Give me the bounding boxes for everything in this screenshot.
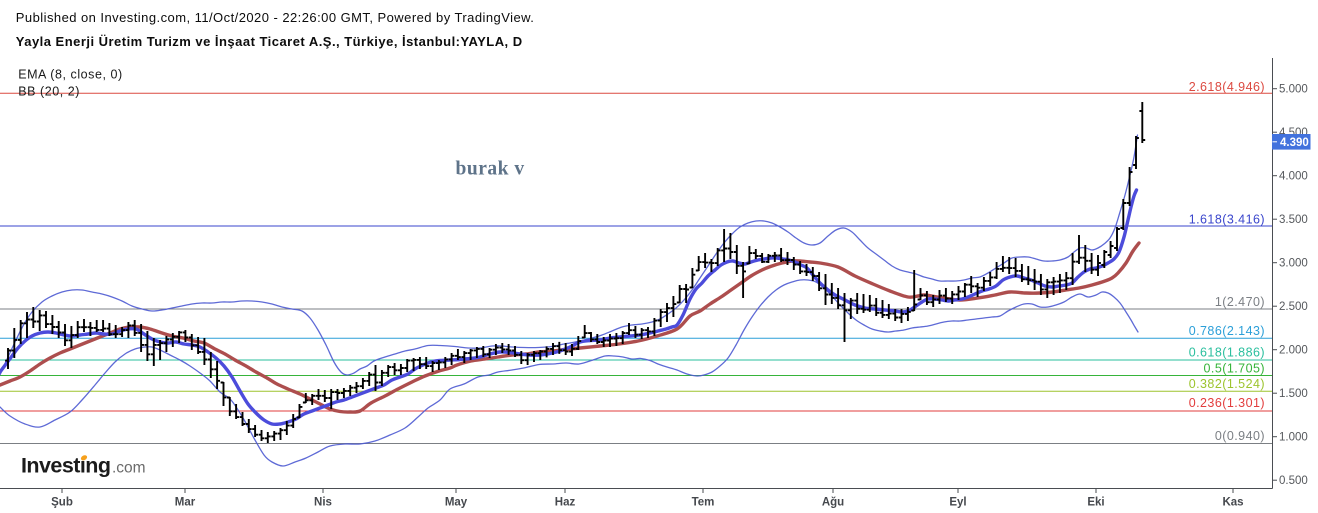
svg-text:BB (20, 2): BB (20, 2) xyxy=(18,85,80,99)
svg-text:May: May xyxy=(445,497,468,509)
svg-text:Mar: Mar xyxy=(175,497,196,509)
svg-text:Ağu: Ağu xyxy=(822,497,844,509)
svg-text:Yayla Enerji Üretim Turizm ve: Yayla Enerji Üretim Turizm ve İnşaat Tic… xyxy=(16,34,523,49)
svg-text:1(2.470): 1(2.470) xyxy=(1215,295,1265,309)
svg-text:0.5(1.705): 0.5(1.705) xyxy=(1204,361,1265,375)
svg-text:2.000: 2.000 xyxy=(1279,345,1308,357)
svg-text:Tem: Tem xyxy=(692,497,715,509)
svg-text:Eki: Eki xyxy=(1087,497,1104,509)
svg-text:4.000: 4.000 xyxy=(1279,171,1308,183)
svg-text:Şub: Şub xyxy=(51,497,73,509)
svg-text:EMA (8, close, 0): EMA (8, close, 0) xyxy=(18,68,123,82)
svg-text:3.500: 3.500 xyxy=(1279,214,1308,226)
svg-text:Published on Investing.com, 11: Published on Investing.com, 11/Oct/2020 … xyxy=(16,10,535,25)
svg-text:0.786(2.143): 0.786(2.143) xyxy=(1189,324,1265,338)
svg-text:Nis: Nis xyxy=(314,497,332,509)
svg-text:3.000: 3.000 xyxy=(1279,258,1308,270)
svg-text:.com: .com xyxy=(112,460,146,477)
svg-text:0.500: 0.500 xyxy=(1279,475,1308,487)
svg-text:2.618(4.946): 2.618(4.946) xyxy=(1189,80,1265,94)
svg-text:0.618(1.886): 0.618(1.886) xyxy=(1189,346,1265,360)
svg-text:1.500: 1.500 xyxy=(1279,388,1308,400)
svg-text:2.500: 2.500 xyxy=(1279,301,1308,313)
svg-text:Haz: Haz xyxy=(555,497,576,509)
svg-text:Eyl: Eyl xyxy=(949,497,966,509)
svg-text:4.390: 4.390 xyxy=(1280,137,1309,149)
svg-text:Kas: Kas xyxy=(1222,497,1243,509)
svg-text:0(0.940): 0(0.940) xyxy=(1215,429,1265,443)
svg-text:Investıng: Investıng xyxy=(21,454,110,478)
svg-text:1.618(3.416): 1.618(3.416) xyxy=(1189,212,1265,226)
svg-text:5.000: 5.000 xyxy=(1279,84,1308,96)
svg-text:0.236(1.301): 0.236(1.301) xyxy=(1189,396,1265,410)
svg-text:0.382(1.524): 0.382(1.524) xyxy=(1189,377,1265,391)
svg-text:burak v: burak v xyxy=(456,159,525,180)
svg-text:1.000: 1.000 xyxy=(1279,432,1308,444)
